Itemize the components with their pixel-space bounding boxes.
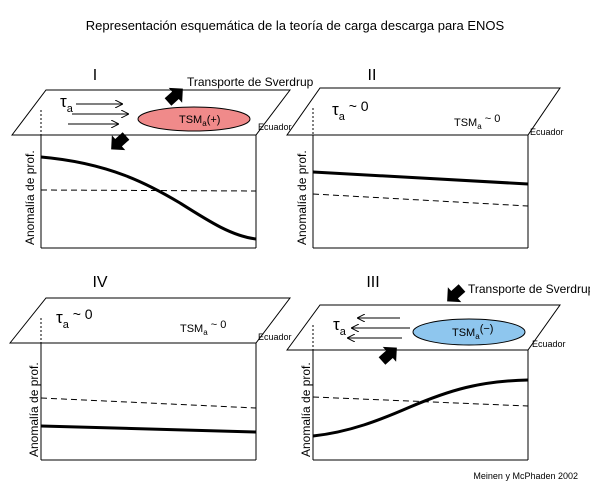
figure-title: Representación esquemática de la teoría … bbox=[85, 18, 505, 33]
panel-4-sst-label: TSMa ~ 0 bbox=[180, 319, 226, 337]
panel-3-sst-label: TSMa(−) bbox=[452, 323, 493, 341]
panel-2-ocean-surface bbox=[286, 87, 561, 136]
panel-3-yaxis-label: Anomalía de prof. bbox=[299, 362, 313, 457]
panel-4-depth-anomaly-line bbox=[40, 424, 257, 434]
panel-3-sverdrup-arrow-south bbox=[378, 346, 397, 365]
panel-2-roman: II bbox=[368, 67, 377, 84]
panel-4-yaxis-label: Anomalía de prof. bbox=[27, 362, 41, 457]
panel-1-sst-ellipse bbox=[137, 106, 251, 132]
panel-3-tau-label: τa bbox=[333, 315, 347, 338]
panel-1-roman: I bbox=[93, 67, 97, 84]
panel-4-ocean-surface bbox=[8, 297, 292, 344]
panel-2: II τa ~ 0 TSMa ~ 0 Ecuador Anomalía de p… bbox=[286, 67, 564, 249]
panel-3-sverdrup-arrow-north bbox=[447, 284, 466, 303]
panel-1-depth-anomaly-curve bbox=[40, 155, 257, 241]
panel-1-sverdrup-arrow-north bbox=[164, 87, 183, 106]
panel-2-sst-label: TSMa ~ 0 bbox=[454, 113, 500, 131]
panel-4-roman: IV bbox=[92, 274, 107, 291]
panel-4: IV τa ~ 0 TSMa ~ 0 Ecuador Anomalía de p… bbox=[8, 274, 292, 461]
panel-1-yaxis-label: Anomalía de prof. bbox=[23, 150, 37, 245]
panel-1-sst-label: TSMa(+) bbox=[179, 114, 220, 128]
panel-3-transport-label: Transporte de Sverdrup bbox=[468, 282, 590, 296]
panel-2-tau-label: τa ~ 0 bbox=[332, 98, 369, 123]
panel-3-depth-anomaly-curve bbox=[312, 378, 529, 438]
panel-1: I τa TSMa(+) Ecuador Transporte de Sverd… bbox=[10, 67, 314, 249]
panel-1-tau-label: τa bbox=[60, 92, 74, 115]
panel-2-yaxis-label: Anomalía de prof. bbox=[295, 150, 309, 245]
panel-4-equator-label: Ecuador bbox=[258, 332, 292, 342]
panel-3-reference-line bbox=[312, 396, 529, 407]
credit-citation: Meinen y McPhaden 2002 bbox=[473, 471, 578, 481]
panel-1-equator-label: Ecuador bbox=[258, 122, 292, 132]
panel-3: III τa TSMa(−) Ecuador Transporte de Sve… bbox=[286, 274, 590, 461]
panel-3-sst-ellipse bbox=[412, 318, 526, 346]
panel-1-reference-line bbox=[40, 189, 257, 192]
panel-1-sverdrup-arrow-south bbox=[111, 132, 130, 151]
panel-3-equator-label: Ecuador bbox=[532, 339, 566, 349]
panel-4-tau-label: τa ~ 0 bbox=[56, 306, 93, 331]
panel-3-roman: III bbox=[366, 274, 379, 291]
panel-1-transport-label: Transporte de Sverdrup bbox=[187, 75, 314, 89]
panel-2-depth-anomaly-line bbox=[312, 170, 529, 186]
panel-2-reference-line bbox=[312, 193, 529, 207]
panel-2-equator-label: Ecuador bbox=[530, 127, 564, 137]
panel-4-reference-line bbox=[40, 397, 257, 409]
